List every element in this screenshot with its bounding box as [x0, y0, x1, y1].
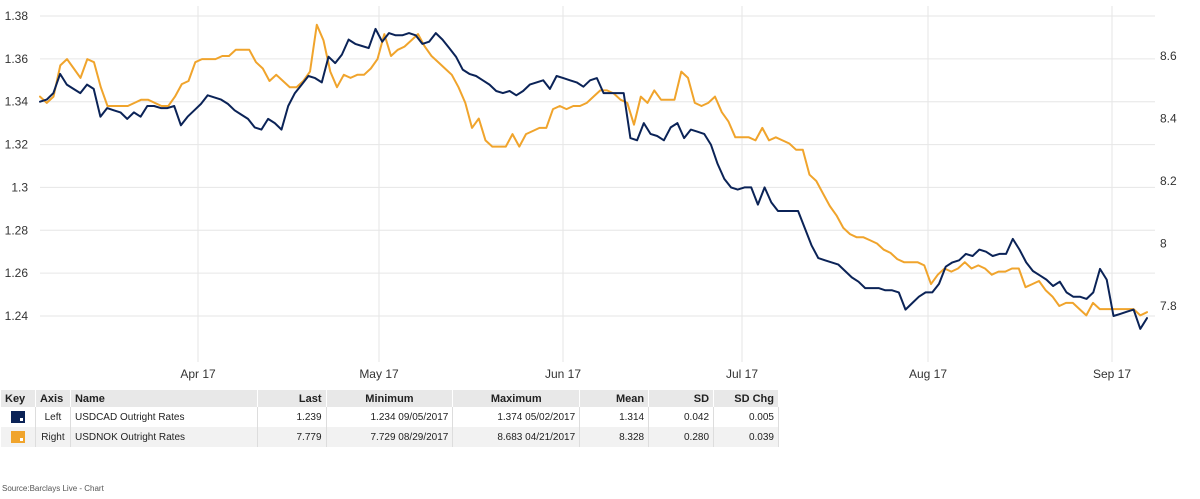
maximum-cell: 8.683 04/21/2017: [452, 427, 581, 447]
right-axis: 8.6 8.4 8.2 8 7.8: [1160, 49, 1177, 313]
header-sd: SD: [648, 390, 715, 407]
minimum-cell: 1.234 09/05/2017: [326, 407, 454, 427]
left-tick-label: 1.34: [5, 95, 29, 109]
sd-cell: 0.280: [648, 427, 715, 447]
maximum-cell: 1.374 05/02/2017: [452, 407, 581, 427]
axis-cell: Right: [35, 427, 71, 447]
usdcad-series-line: [39, 27, 1148, 330]
statistics-table: Key Axis Name Last Minimum Maximum Mean …: [1, 390, 779, 447]
table-row: Left USDCAD Outright Rates 1.239 1.234 0…: [1, 407, 779, 427]
left-axis: 1.38 1.36 1.34 1.32 1.3 1.28 1.26 1.24: [5, 9, 29, 323]
x-axis: Apr 17 May 17 Jun 17 Jul 17 Aug 17 Sep 17: [180, 367, 1131, 381]
series-layer: [39, 23, 1148, 330]
series-color-key: [10, 411, 25, 423]
name-cell: USDNOK Outright Rates: [70, 427, 258, 447]
grid: [40, 6, 1155, 362]
key-cell: [1, 407, 36, 427]
name-cell: USDCAD Outright Rates: [70, 407, 258, 427]
last-cell: 7.779: [257, 427, 327, 447]
sd-cell: 0.042: [648, 407, 715, 427]
axis-cell: Left: [35, 407, 71, 427]
right-tick-label: 7.8: [1160, 299, 1177, 313]
right-tick-label: 8.2: [1160, 174, 1177, 188]
header-mean: Mean: [579, 390, 650, 407]
header-axis: Axis: [35, 390, 71, 407]
header-name: Name: [70, 390, 258, 407]
x-tick-label: May 17: [359, 367, 399, 381]
left-tick-label: 1.3: [11, 180, 28, 194]
table-row: Right USDNOK Outright Rates 7.779 7.729 …: [1, 427, 779, 447]
left-tick-label: 1.32: [5, 138, 29, 152]
mean-cell: 8.328: [579, 427, 650, 447]
right-tick-label: 8.4: [1160, 112, 1177, 126]
x-tick-label: Jun 17: [545, 367, 581, 381]
left-tick-label: 1.26: [5, 266, 29, 280]
header-sd-chg: SD Chg: [713, 390, 779, 407]
x-tick-label: Aug 17: [909, 367, 947, 381]
line-chart: 1.381.361.341.321.31.281.261.24 8.68.48.…: [5, 6, 1177, 381]
last-cell: 1.239: [257, 407, 327, 427]
usdnok-series-line: [39, 23, 1148, 317]
header-minimum: Minimum: [326, 390, 454, 407]
x-tick-label: Jul 17: [726, 367, 758, 381]
right-tick-label: 8.6: [1160, 49, 1177, 63]
header-maximum: Maximum: [452, 390, 581, 407]
x-tick-label: Sep 17: [1093, 367, 1131, 381]
series-color-key: [10, 431, 25, 443]
left-tick-label: 1.28: [5, 223, 29, 237]
sd-chg-cell: 0.005: [713, 407, 779, 427]
right-tick-label: 8: [1160, 237, 1167, 251]
header-key: Key: [1, 390, 36, 407]
source-note: Source:Barclays Live - Chart: [2, 484, 104, 493]
header-last: Last: [257, 390, 327, 407]
left-tick-label: 1.36: [5, 52, 29, 66]
mean-cell: 1.314: [579, 407, 650, 427]
x-tick-label: Apr 17: [180, 367, 216, 381]
table-header-row: Key Axis Name Last Minimum Maximum Mean …: [1, 390, 779, 407]
left-tick-label: 1.38: [5, 9, 29, 23]
minimum-cell: 7.729 08/29/2017: [326, 427, 454, 447]
left-tick-label: 1.24: [5, 309, 29, 323]
key-cell: [1, 427, 36, 447]
sd-chg-cell: 0.039: [713, 427, 779, 447]
